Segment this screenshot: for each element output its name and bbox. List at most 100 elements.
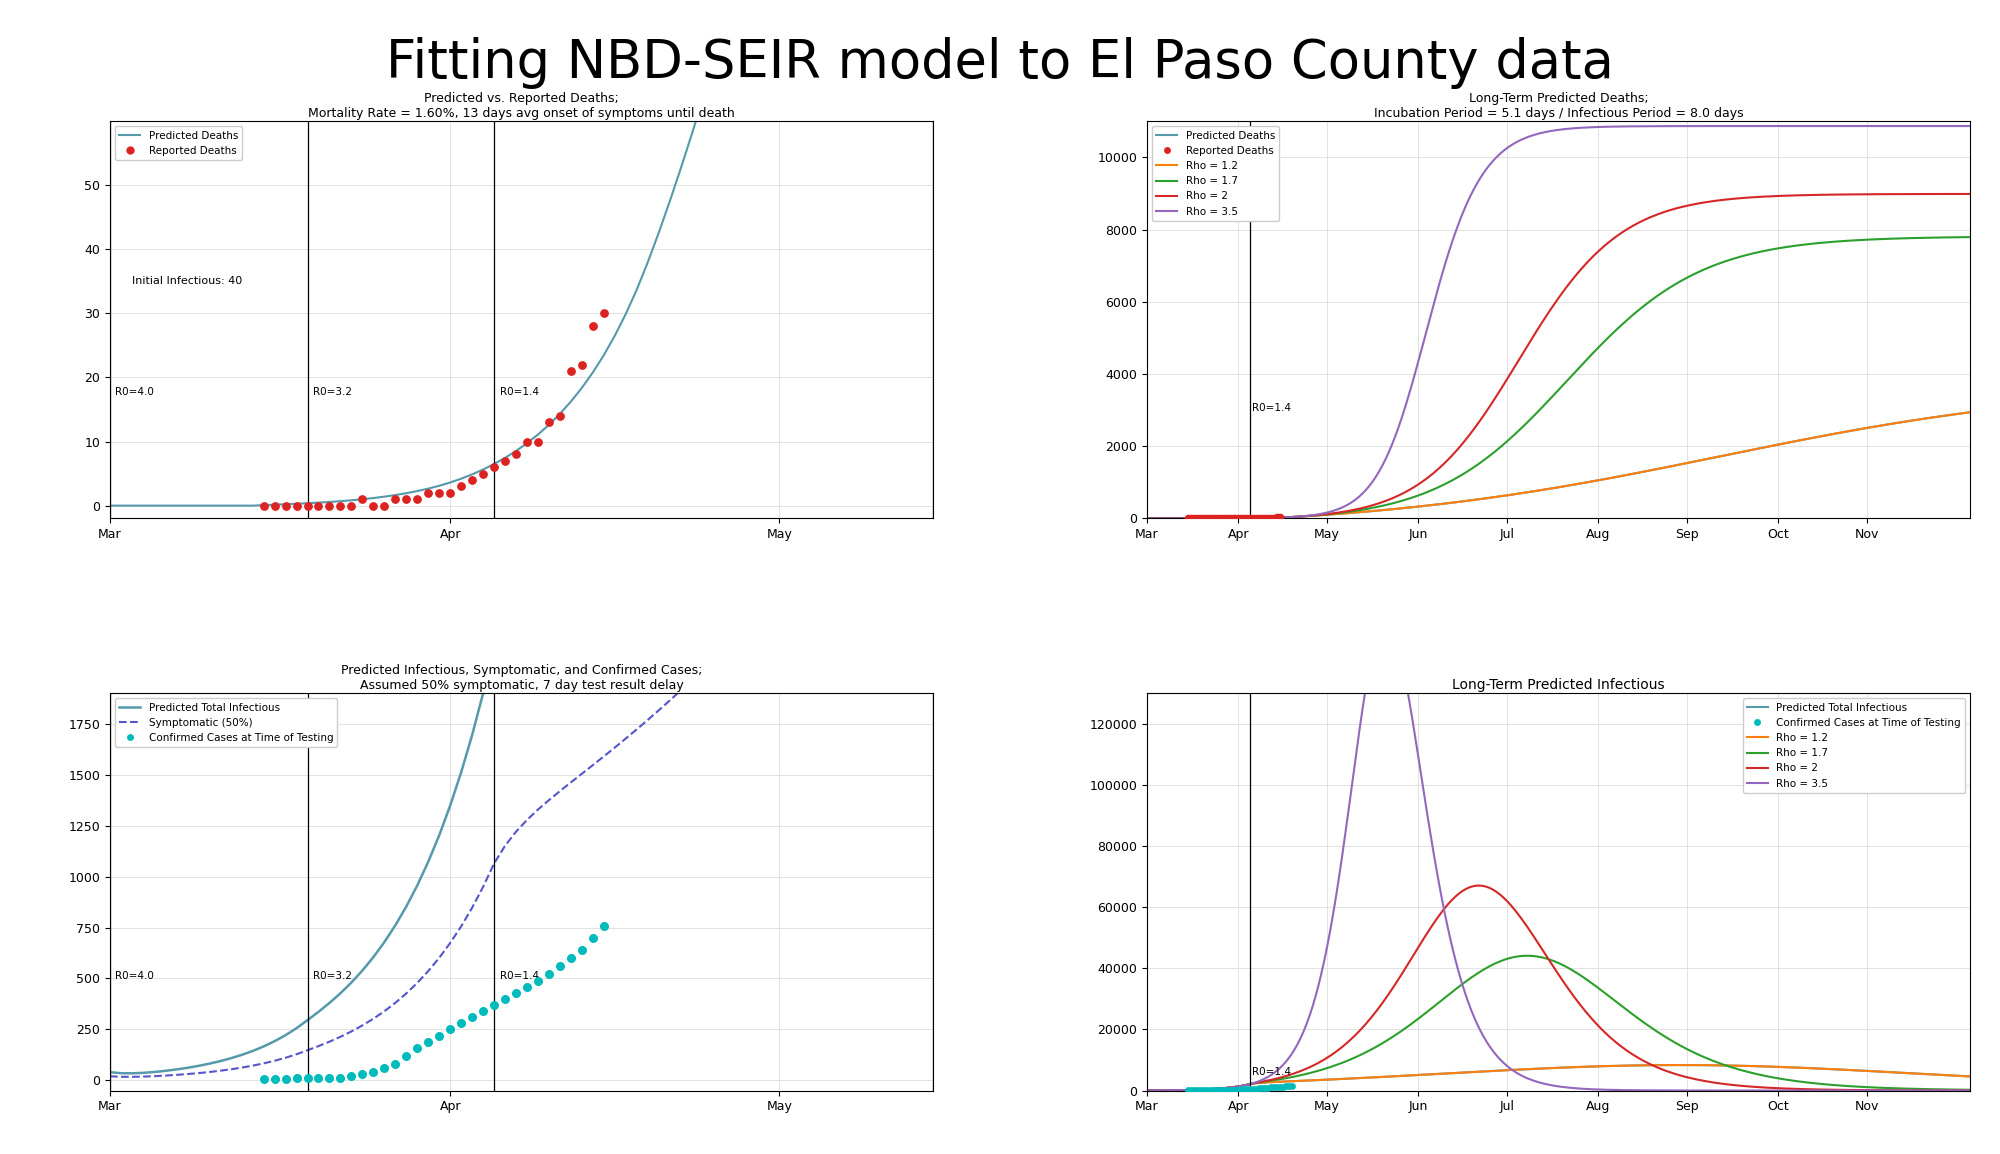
Point <box>346 490 378 509</box>
Rho = 1.7 <box>1958 230 1982 243</box>
Confirmed Cases at Time of Testing <box>292 1069 324 1087</box>
Rho = 2 <box>1822 1082 1846 1096</box>
Rho = 3.5 <box>1958 119 1982 133</box>
Reported Deaths <box>1196 509 1228 527</box>
Confirmed Cases at Time of Testing <box>1190 1081 1222 1100</box>
Rho = 3.5 <box>1262 1066 1286 1080</box>
Confirmed Cases at Time of Testing <box>248 1070 280 1088</box>
Text: R0=4.0: R0=4.0 <box>116 972 154 981</box>
Rho = 3.5 <box>1374 615 1398 629</box>
Point <box>576 317 608 336</box>
Reported Deaths <box>1216 509 1248 527</box>
Reported Deaths <box>1172 509 1204 527</box>
Line: Rho = 1.7: Rho = 1.7 <box>1146 237 1970 518</box>
Symptomatic (50%) <box>536 793 560 807</box>
Confirmed Cases at Time of Testing <box>412 1033 444 1051</box>
Confirmed Cases at Time of Testing <box>510 977 542 996</box>
Rho = 1.2 <box>1646 1058 1670 1072</box>
Confirmed Cases at Time of Testing <box>532 965 564 983</box>
Line: Rho = 3.5: Rho = 3.5 <box>1146 622 1970 1091</box>
Rho = 2 <box>1262 511 1286 525</box>
Point <box>434 484 466 502</box>
Confirmed Cases at Time of Testing <box>1264 1078 1296 1096</box>
Rho = 1.2 <box>1140 1084 1164 1097</box>
Rho = 1.2 <box>1814 428 1838 442</box>
Point <box>258 496 290 515</box>
Rho = 1.7 <box>1648 1027 1672 1041</box>
Rho = 2 <box>1530 315 1554 329</box>
Rho = 2 <box>1646 1061 1670 1074</box>
Rho = 3.5 <box>1822 1084 1846 1097</box>
Predicted Deaths <box>1530 484 1554 497</box>
Rho = 2 <box>1814 188 1838 202</box>
Rho = 2 <box>1262 1072 1286 1086</box>
Line: Rho = 1.2: Rho = 1.2 <box>1146 412 1970 518</box>
Rho = 2 <box>1534 947 1558 961</box>
Symptomatic (50%) <box>658 694 682 707</box>
Predicted Total Infectious <box>658 314 682 328</box>
Reported Deaths <box>1192 509 1224 527</box>
Confirmed Cases at Time of Testing <box>270 1070 302 1088</box>
Text: R0=1.4: R0=1.4 <box>500 972 538 981</box>
Symptomatic (50%) <box>768 583 792 597</box>
Point <box>302 496 334 515</box>
Rho = 1.2 <box>1820 1062 1844 1076</box>
Predicted Deaths <box>1642 463 1666 477</box>
Confirmed Cases at Time of Testing <box>314 1069 346 1087</box>
Confirmed Cases at Time of Testing <box>1214 1080 1246 1099</box>
Reported Deaths <box>1198 509 1230 527</box>
Symptomatic (50%) <box>394 987 418 1001</box>
Reported Deaths <box>1210 509 1242 527</box>
Rho = 1.2 <box>1958 405 1982 419</box>
Point <box>446 477 478 495</box>
Rho = 1.7 <box>1604 323 1628 337</box>
Rho = 2 <box>1134 511 1158 525</box>
Rho = 2 <box>1642 209 1666 223</box>
Symptomatic (50%) <box>922 382 946 396</box>
Line: Rho = 3.5: Rho = 3.5 <box>1146 126 1970 518</box>
Rho = 1.2 <box>1530 484 1554 497</box>
Rho = 1.2 <box>1826 1063 1850 1077</box>
Predicted Total Infectious <box>1534 1062 1558 1076</box>
Confirmed Cases at Time of Testing <box>302 1069 334 1087</box>
Point <box>270 496 302 515</box>
Reported Deaths <box>1228 509 1260 527</box>
Confirmed Cases at Time of Testing <box>1246 1079 1278 1097</box>
Point <box>544 406 576 425</box>
Point <box>500 445 532 464</box>
Confirmed Cases at Time of Testing <box>1184 1081 1216 1100</box>
Title: Predicted vs. Reported Deaths;
Mortality Rate = 1.60%, 13 days avg onset of symp: Predicted vs. Reported Deaths; Mortality… <box>308 92 734 120</box>
Rho = 2 <box>1134 1084 1158 1097</box>
Line: Predicted Total Infectious: Predicted Total Infectious <box>110 0 934 1073</box>
Confirmed Cases at Time of Testing <box>1202 1081 1234 1100</box>
Text: R0=1.4: R0=1.4 <box>1252 1066 1290 1077</box>
Predicted Deaths <box>1262 511 1286 525</box>
Predicted Total Infectious <box>1820 1062 1844 1076</box>
Text: R0=4.0: R0=4.0 <box>116 388 154 397</box>
Point <box>390 490 422 509</box>
Rho = 2 <box>1958 1084 1982 1097</box>
Reported Deaths <box>1246 509 1278 527</box>
Confirmed Cases at Time of Testing <box>1178 1081 1210 1100</box>
Reported Deaths <box>1220 509 1252 527</box>
Confirmed Cases at Time of Testing <box>1204 1081 1236 1100</box>
Reported Deaths <box>1244 509 1276 527</box>
Confirmed Cases at Time of Testing <box>1192 1081 1224 1100</box>
Rho = 2 <box>1466 878 1490 892</box>
Reported Deaths <box>1238 509 1270 527</box>
Confirmed Cases at Time of Testing <box>1208 1081 1240 1100</box>
Point <box>532 413 564 432</box>
Rho = 3.5 <box>1646 1084 1670 1097</box>
Confirmed Cases at Time of Testing <box>402 1039 434 1057</box>
Point <box>368 496 400 515</box>
Confirmed Cases at Time of Testing <box>1196 1081 1228 1100</box>
Point <box>478 458 510 477</box>
Reported Deaths <box>1176 509 1208 527</box>
Point <box>380 490 412 509</box>
Text: R0=3.2: R0=3.2 <box>314 388 352 397</box>
Point <box>510 433 542 451</box>
Confirmed Cases at Time of Testing <box>1188 1081 1220 1100</box>
Predicted Total Infectious <box>1958 1070 1982 1084</box>
Point <box>324 496 356 515</box>
Symptomatic (50%) <box>186 1066 210 1080</box>
